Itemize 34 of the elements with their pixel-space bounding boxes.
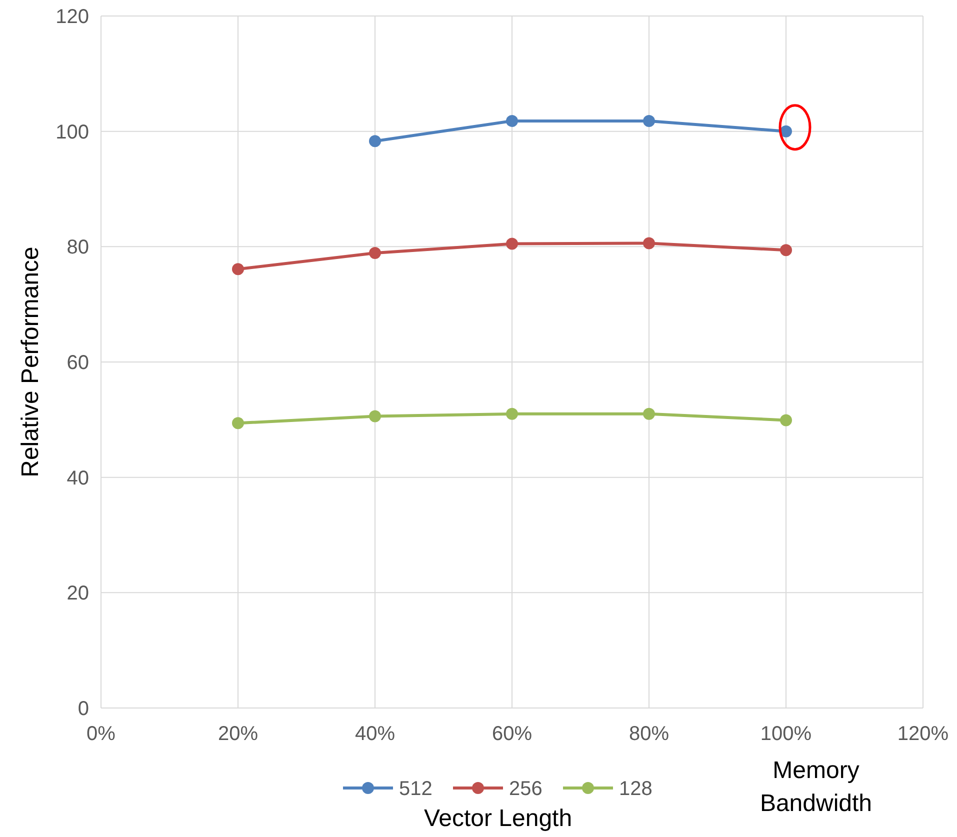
point <box>232 417 244 430</box>
point <box>780 244 792 256</box>
point <box>643 114 655 127</box>
x-axis-title: Memory Bandwidth <box>760 757 872 817</box>
point <box>232 263 244 276</box>
point <box>369 247 381 260</box>
y-tick-label: 60 <box>66 352 89 374</box>
point <box>780 414 792 426</box>
y-axis-title: Relative Performance <box>17 246 44 478</box>
y-tick-label: 120 <box>56 6 89 28</box>
x-tick-label: 60% <box>492 723 532 745</box>
point <box>369 410 381 422</box>
y-tick-label: 20 <box>66 582 89 605</box>
point <box>369 135 381 148</box>
x-tick-label: 20% <box>218 723 258 745</box>
x-tick-label: 0% <box>86 723 116 745</box>
legend-label: 128 <box>619 778 652 800</box>
y-tick-label: 0 <box>78 698 89 720</box>
point <box>643 237 655 250</box>
x-tick-label: 80% <box>628 723 670 745</box>
point <box>506 408 518 420</box>
legend-label: 256 <box>509 778 542 800</box>
y-tick-label: 100 <box>56 121 89 144</box>
point <box>643 408 655 420</box>
x-tick-label: 40% <box>354 723 396 745</box>
legend-label: 512 <box>399 778 432 800</box>
legend-title: Vector Length <box>424 805 572 832</box>
x-tick-label: 100% <box>760 723 812 745</box>
y-tick-label: 80 <box>66 236 89 259</box>
point <box>506 114 518 127</box>
point <box>780 125 792 138</box>
point <box>506 238 518 250</box>
x-tick-label: 120% <box>897 723 949 745</box>
y-tick-label: 40 <box>66 467 89 490</box>
